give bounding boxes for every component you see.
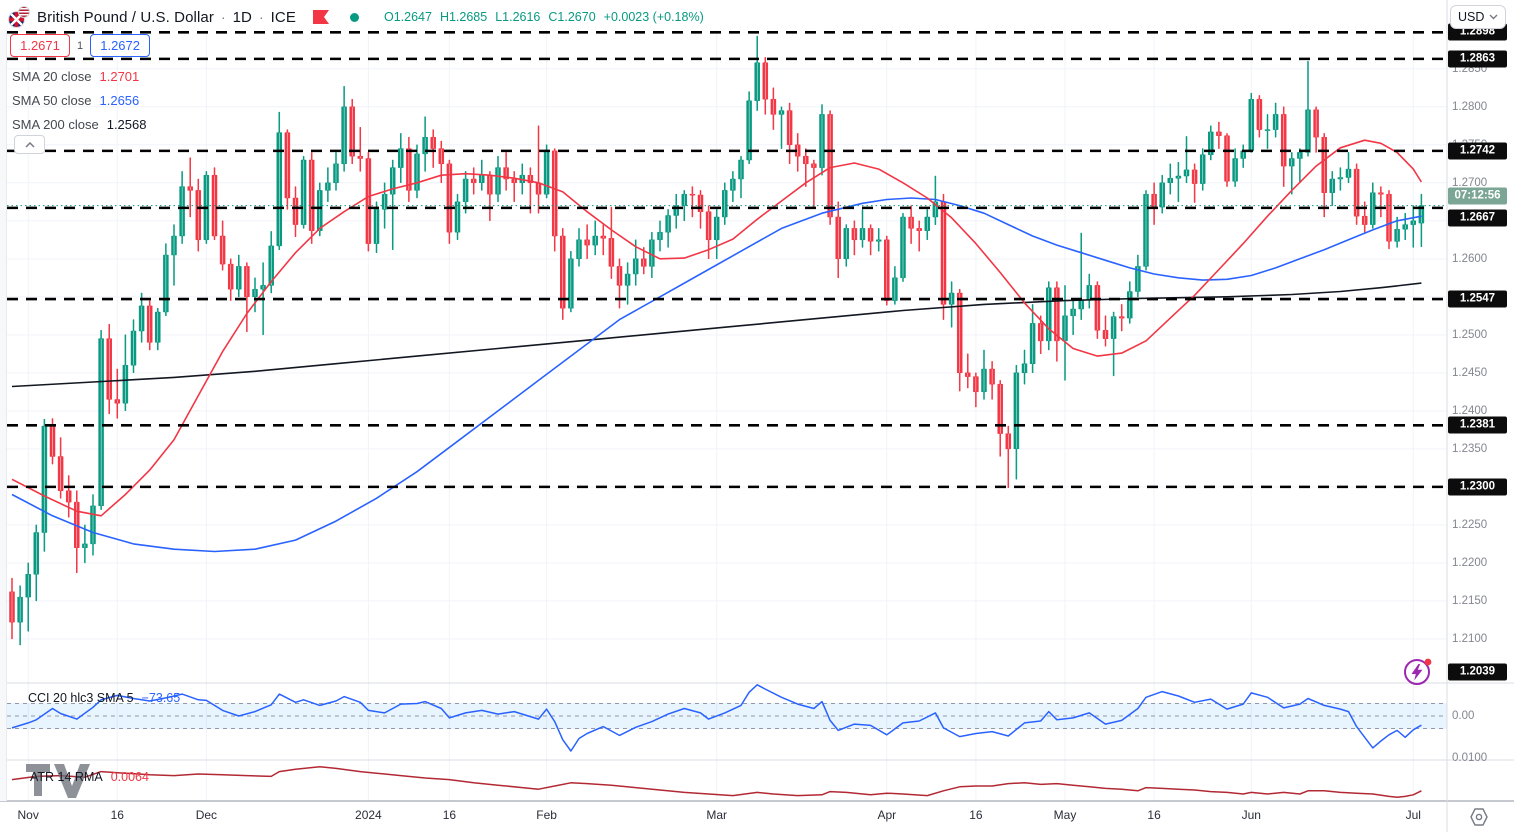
legend-collapse-button[interactable] <box>14 135 45 154</box>
time-axis-settings-icon[interactable] <box>1467 806 1491 828</box>
sell-button[interactable]: 1.2671 <box>10 34 70 57</box>
sma50-label: SMA 50 close <box>12 92 92 108</box>
cci-label: CCI 20 hlc3 SMA 5 <box>28 691 134 705</box>
cci-line <box>11 684 1422 752</box>
sma50-line <box>11 197 1422 553</box>
atr-value: 0.0064 <box>110 770 149 784</box>
sma200-value: 1.2568 <box>106 116 147 132</box>
us-flag-icon <box>18 6 30 18</box>
chart-header: British Pound / U.S. Dollar · 1D · ICE O… <box>8 5 704 29</box>
candles-up <box>17 35 1425 646</box>
title-separator: · <box>258 9 264 25</box>
drawing-toolbar-edge[interactable] <box>0 30 7 801</box>
interval-label[interactable]: 1D <box>232 8 252 26</box>
change-value: +0.0023 (+0.18%) <box>603 10 704 24</box>
notification-dot-icon <box>1424 658 1432 666</box>
atr-label: ATR 14 RMA <box>30 770 103 784</box>
ohlc-readout: O1.2647 H1.2685 L1.2616 C1.2670 +0.0023 … <box>384 10 704 24</box>
buy-button[interactable]: 1.2672 <box>90 34 151 57</box>
flag-marker-icon[interactable] <box>312 10 329 24</box>
cci-value: −73.65 <box>141 691 181 705</box>
sma200-label: SMA 200 close <box>12 116 99 132</box>
open-value: O1.2647 <box>383 10 432 24</box>
chevron-up-icon <box>24 141 35 148</box>
sma50-value: 1.2656 <box>99 92 140 108</box>
spread-value: 1 <box>77 39 84 52</box>
sma20-line <box>11 139 1423 517</box>
legend-row-sma50[interactable]: SMA 50 close 1.2656 <box>12 88 146 112</box>
chevron-down-icon <box>1489 14 1498 20</box>
symbol-title[interactable]: British Pound / U.S. Dollar <box>37 8 214 26</box>
title-separator: · <box>220 9 226 25</box>
currency-dropdown[interactable]: USD <box>1450 5 1506 29</box>
legend-row-sma20[interactable]: SMA 20 close 1.2701 <box>12 64 146 88</box>
candles-down <box>9 57 1392 640</box>
atr-line <box>11 766 1422 798</box>
low-value: L1.2616 <box>495 10 541 24</box>
sma20-label: SMA 20 close <box>12 68 92 84</box>
trade-widget: 1.2671 1 1.2672 <box>10 34 151 57</box>
sma200-line <box>11 282 1422 388</box>
market-status-dot-icon[interactable] <box>349 12 359 22</box>
atr-legend[interactable]: ATR 14 RMA 0.0064 <box>30 770 149 784</box>
boost-button[interactable] <box>1402 655 1434 687</box>
currency-value: USD <box>1458 10 1485 24</box>
sma20-value: 1.2701 <box>99 68 140 84</box>
symbol-logo-icon[interactable] <box>8 6 30 28</box>
close-value: C1.2670 <box>548 10 596 24</box>
indicator-legend: SMA 20 close 1.2701 SMA 50 close 1.2656 … <box>12 64 146 136</box>
legend-row-sma200[interactable]: SMA 200 close 1.2568 <box>12 112 146 136</box>
high-value: H1.2685 <box>439 10 488 24</box>
tradingview-watermark <box>26 764 90 798</box>
exchange-label: ICE <box>270 8 296 26</box>
cci-legend[interactable]: CCI 20 hlc3 SMA 5 −73.65 <box>28 691 180 705</box>
